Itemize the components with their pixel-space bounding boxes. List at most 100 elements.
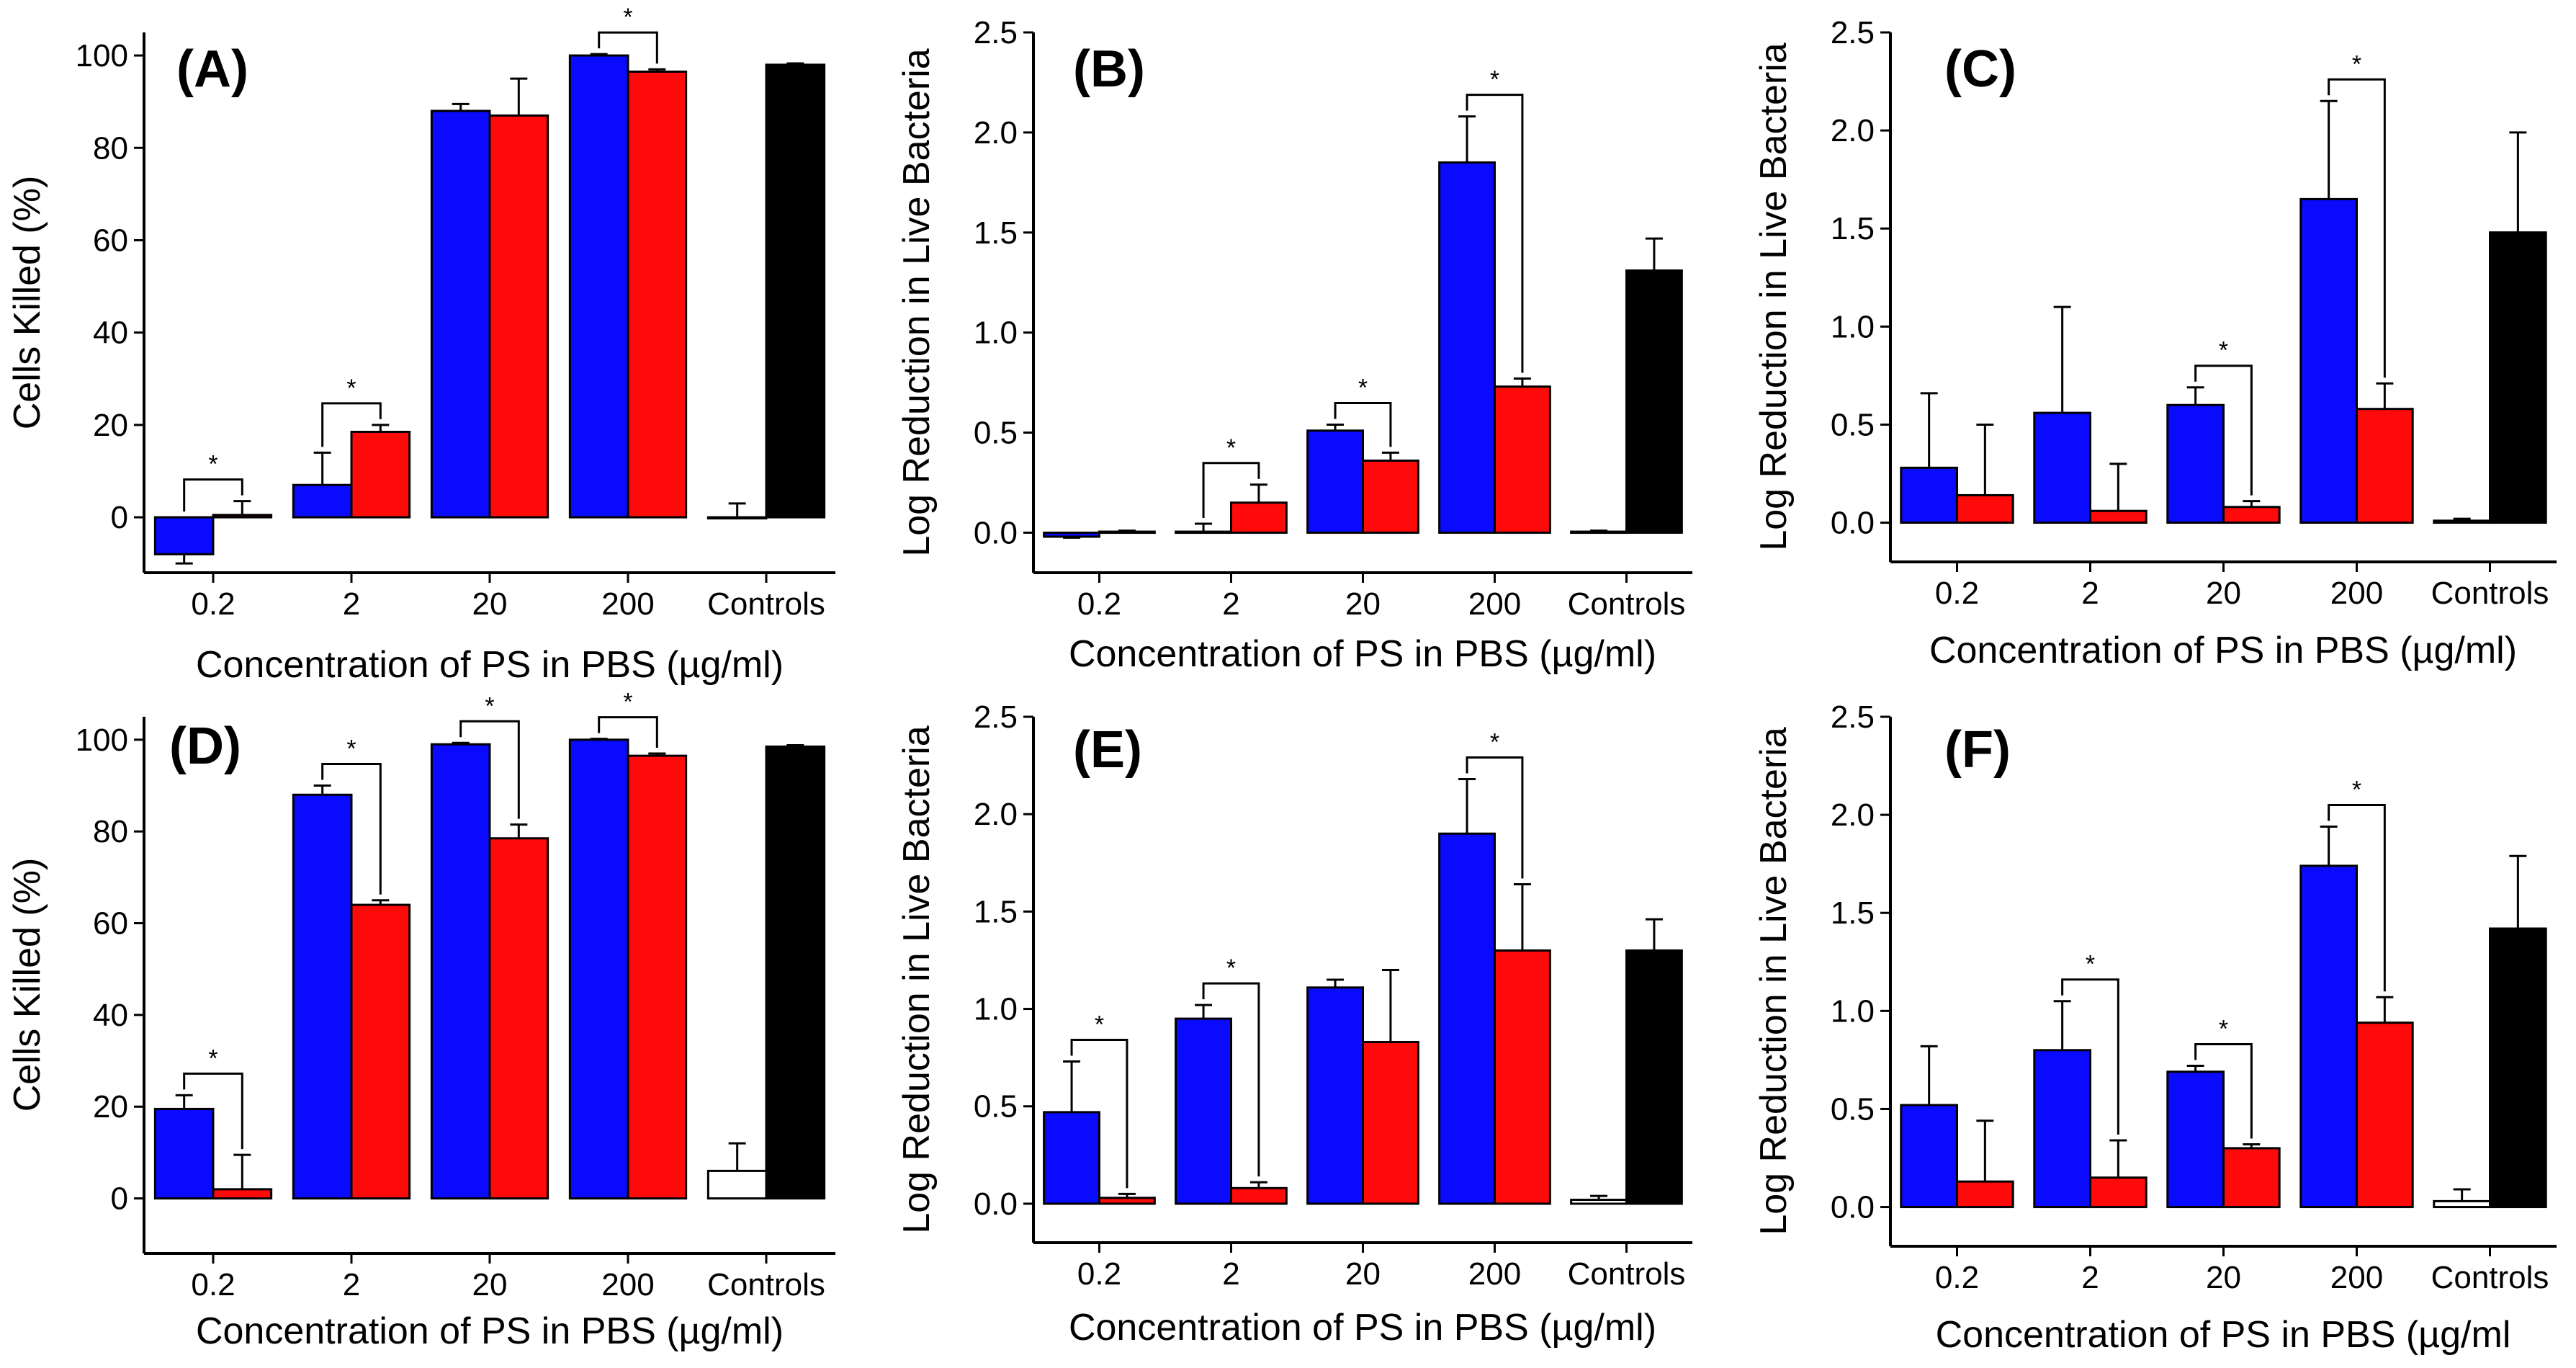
- chart-a: (A) Concentration of PS in PBS (µg/ml) C…: [6, 4, 835, 686]
- y-tick-label: 0.0: [1831, 506, 1875, 541]
- bar-red: [2222, 1147, 2281, 1209]
- y-tick-label: 1.0: [974, 316, 1018, 351]
- y-tick-label: 0.5: [1831, 1091, 1875, 1127]
- x-tick-label: 0.2: [191, 1267, 235, 1302]
- significance-bracket: [2194, 365, 2253, 496]
- x-tick-label: Controls: [1568, 1256, 1686, 1292]
- bar-blue: [706, 516, 768, 520]
- y-tick-label: 100: [76, 723, 128, 758]
- y-tick-label: 2.5: [974, 15, 1018, 50]
- bar-blue: [1438, 161, 1496, 534]
- bar-red: [1625, 269, 1683, 534]
- x-tick-label: 200: [1468, 1256, 1521, 1292]
- bar-red: [2489, 231, 2547, 524]
- significance-star: *: [2352, 776, 2361, 803]
- y-tick-label: 0.5: [974, 1089, 1018, 1125]
- x-axis-label-c: Concentration of PS in PBS (µg/ml): [1929, 630, 2517, 671]
- x-tick-label: 0.2: [1077, 1256, 1121, 1292]
- bar-blue: [1043, 531, 1101, 538]
- y-tick-label: 80: [93, 130, 128, 166]
- significance-bracket: [2194, 1043, 2253, 1139]
- bar-blue: [1900, 466, 1958, 524]
- x-tick-label: 0.2: [1935, 576, 1979, 611]
- y-tick-label: 0.0: [974, 515, 1018, 550]
- y-tick-label: 2.5: [1831, 15, 1875, 50]
- bar-red: [488, 837, 549, 1200]
- y-tick-label: 40: [93, 998, 128, 1033]
- bar-red: [1230, 1186, 1288, 1205]
- panel-c: (C) Concentration of PS in PBS (µg/ml) L…: [1714, 0, 2571, 684]
- bar-blue: [2299, 197, 2358, 524]
- bar-red: [350, 430, 411, 519]
- significance-star: *: [2086, 951, 2095, 978]
- significance-star: *: [1490, 729, 1499, 756]
- bar-blue: [1900, 1104, 1958, 1209]
- y-tick-label: 0: [111, 1181, 128, 1217]
- x-tick-label: 2: [2081, 576, 2099, 611]
- significance-bracket: [1466, 94, 1524, 373]
- panel-d: (D) Concentration of PS in PBS (µg/ml) C…: [0, 684, 857, 1368]
- bar-red: [1494, 949, 1551, 1205]
- y-axis-label-a: Cells Killed (%): [6, 176, 48, 430]
- bar-blue: [1570, 1199, 1628, 1205]
- y-tick-label: 0.0: [1831, 1190, 1875, 1225]
- bar-blue: [153, 1107, 215, 1200]
- x-axis-label-f: Concentration of PS in PBS (µg/ml: [1936, 1314, 2511, 1356]
- y-tick-label: 1.0: [1831, 309, 1875, 344]
- panel-e: (E) Concentration of PS in PBS (µg/ml) L…: [857, 684, 1714, 1368]
- significance-star: *: [2352, 50, 2361, 78]
- significance-bracket: [2061, 978, 2119, 1135]
- significance-star: *: [2219, 337, 2228, 365]
- bar-red: [350, 903, 411, 1200]
- x-tick-label: 2: [1222, 1256, 1239, 1292]
- y-axis-label-c: Log Reduction in Live Bacteria: [1753, 43, 1795, 550]
- significance-star: *: [2219, 1016, 2228, 1043]
- x-tick-label: 200: [601, 1267, 654, 1302]
- significance-star: *: [485, 692, 494, 720]
- x-tick-label: 20: [472, 1267, 508, 1302]
- y-tick-label: 2.0: [974, 115, 1018, 151]
- bar-blue: [2033, 1049, 2091, 1209]
- x-tick-label: 2: [343, 586, 360, 622]
- bar-blue: [2166, 1070, 2225, 1209]
- significance-bracket: [321, 402, 382, 447]
- bar-blue: [568, 54, 629, 519]
- significance-star: *: [1226, 434, 1236, 462]
- significance-bracket: [1070, 1039, 1128, 1189]
- x-tick-label: 2: [343, 1267, 360, 1302]
- significance-bracket: [459, 720, 520, 819]
- x-tick-label: 0.2: [1935, 1260, 1979, 1295]
- x-axis-label-a: Concentration of PS in PBS (µg/ml): [196, 644, 784, 686]
- x-tick-label: 2: [1222, 586, 1239, 622]
- y-tick-label: 20: [93, 1089, 128, 1125]
- x-tick-label: 20: [2206, 576, 2241, 611]
- x-tick-label: 20: [2206, 1260, 2241, 1295]
- significance-star: *: [623, 689, 632, 716]
- y-tick-label: 40: [93, 316, 128, 351]
- bar-red: [1230, 501, 1288, 534]
- bar-blue: [292, 793, 353, 1200]
- bar-red: [212, 514, 273, 519]
- panel-label-d: (D): [169, 717, 241, 775]
- x-tick-label: 0.2: [1077, 586, 1121, 622]
- bar-red: [1362, 459, 1419, 534]
- y-tick-label: 1.5: [1831, 895, 1875, 931]
- bar-red: [1362, 1041, 1419, 1205]
- significance-star: *: [1226, 955, 1236, 982]
- bar-blue: [1438, 832, 1496, 1205]
- y-tick-label: 60: [93, 223, 128, 258]
- panel-label-b: (B): [1073, 40, 1145, 98]
- significance-bracket: [1466, 756, 1524, 879]
- bar-red: [488, 114, 549, 519]
- bar-red: [2089, 509, 2148, 524]
- bar-red: [2089, 1176, 2148, 1209]
- x-axis-label-b: Concentration of PS in PBS (µg/ml): [1069, 633, 1656, 675]
- significance-bracket: [2328, 78, 2386, 378]
- bar-red: [1494, 385, 1551, 534]
- x-tick-label: 2: [2081, 1260, 2099, 1295]
- y-tick-label: 60: [93, 906, 128, 942]
- significance-bracket: [1334, 401, 1392, 447]
- significance-bracket: [598, 716, 658, 748]
- y-tick-label: 1.5: [1831, 211, 1875, 246]
- y-tick-label: 2.0: [1831, 113, 1875, 148]
